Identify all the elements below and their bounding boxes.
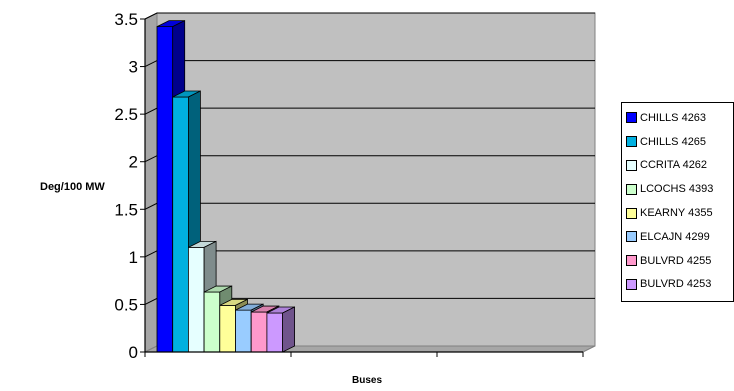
y-axis-label: Deg/100 MW	[40, 181, 105, 193]
bar-front	[235, 309, 252, 353]
bar-front	[203, 291, 221, 353]
legend-label: KEARNY 4355	[640, 207, 713, 220]
legend-label: CCRITA 4262	[640, 159, 708, 172]
bar-front	[172, 96, 189, 353]
legend-swatch	[626, 207, 637, 219]
x-axis-label: Buses	[351, 375, 382, 386]
legend-item: BULVRD 4255	[626, 249, 733, 273]
bar-front	[187, 246, 205, 353]
legend-swatch	[626, 255, 637, 267]
legend-swatch	[626, 136, 637, 148]
bar-front	[219, 304, 236, 353]
y-tick-label: 2	[129, 153, 138, 172]
legend-label: CHILLS 4265	[640, 135, 707, 148]
y-tick-label: 0.5	[114, 295, 138, 314]
legend-swatch	[626, 183, 637, 195]
legend-item: CHILLS 4265	[626, 130, 733, 154]
legend-item: ELCAJN 4299	[626, 225, 733, 249]
bar-front	[250, 311, 268, 353]
legend-label: CHILLS 4263	[640, 111, 707, 124]
legend-label: LCOCHS 4393	[640, 183, 714, 196]
bar-front	[266, 312, 283, 353]
bar-side	[282, 306, 296, 353]
y-tick-label: 2.5	[114, 105, 138, 124]
legend-label: BULVRD 4255	[640, 254, 712, 267]
y-tick-label: 1.5	[114, 200, 138, 219]
legend-swatch	[626, 278, 637, 290]
legend-item: BULVRD 4253	[626, 273, 733, 297]
legend-label: BULVRD 4253	[640, 278, 712, 291]
y-tick-label: 3	[129, 58, 138, 77]
legend-item: CCRITA 4262	[626, 154, 733, 178]
bar-front	[156, 26, 174, 353]
y-tick-label: 3.5	[114, 10, 138, 29]
legend-swatch	[626, 112, 637, 124]
legend-item: CHILLS 4263	[626, 106, 733, 130]
y-tick-label: 1	[129, 248, 138, 267]
gridline	[144, 12, 595, 20]
legend-label: ELCAJN 4299	[640, 230, 710, 243]
legend-item: KEARNY 4355	[626, 201, 733, 225]
legend-item: LCOCHS 4393	[626, 177, 733, 201]
legend-swatch	[626, 159, 637, 171]
legend: CHILLS 4263 CHILLS 4265 CCRITA 4262 LCOCHS …	[621, 102, 734, 302]
y-tick-label: 0	[129, 343, 138, 362]
legend-swatch	[626, 231, 637, 243]
bar	[266, 306, 296, 353]
